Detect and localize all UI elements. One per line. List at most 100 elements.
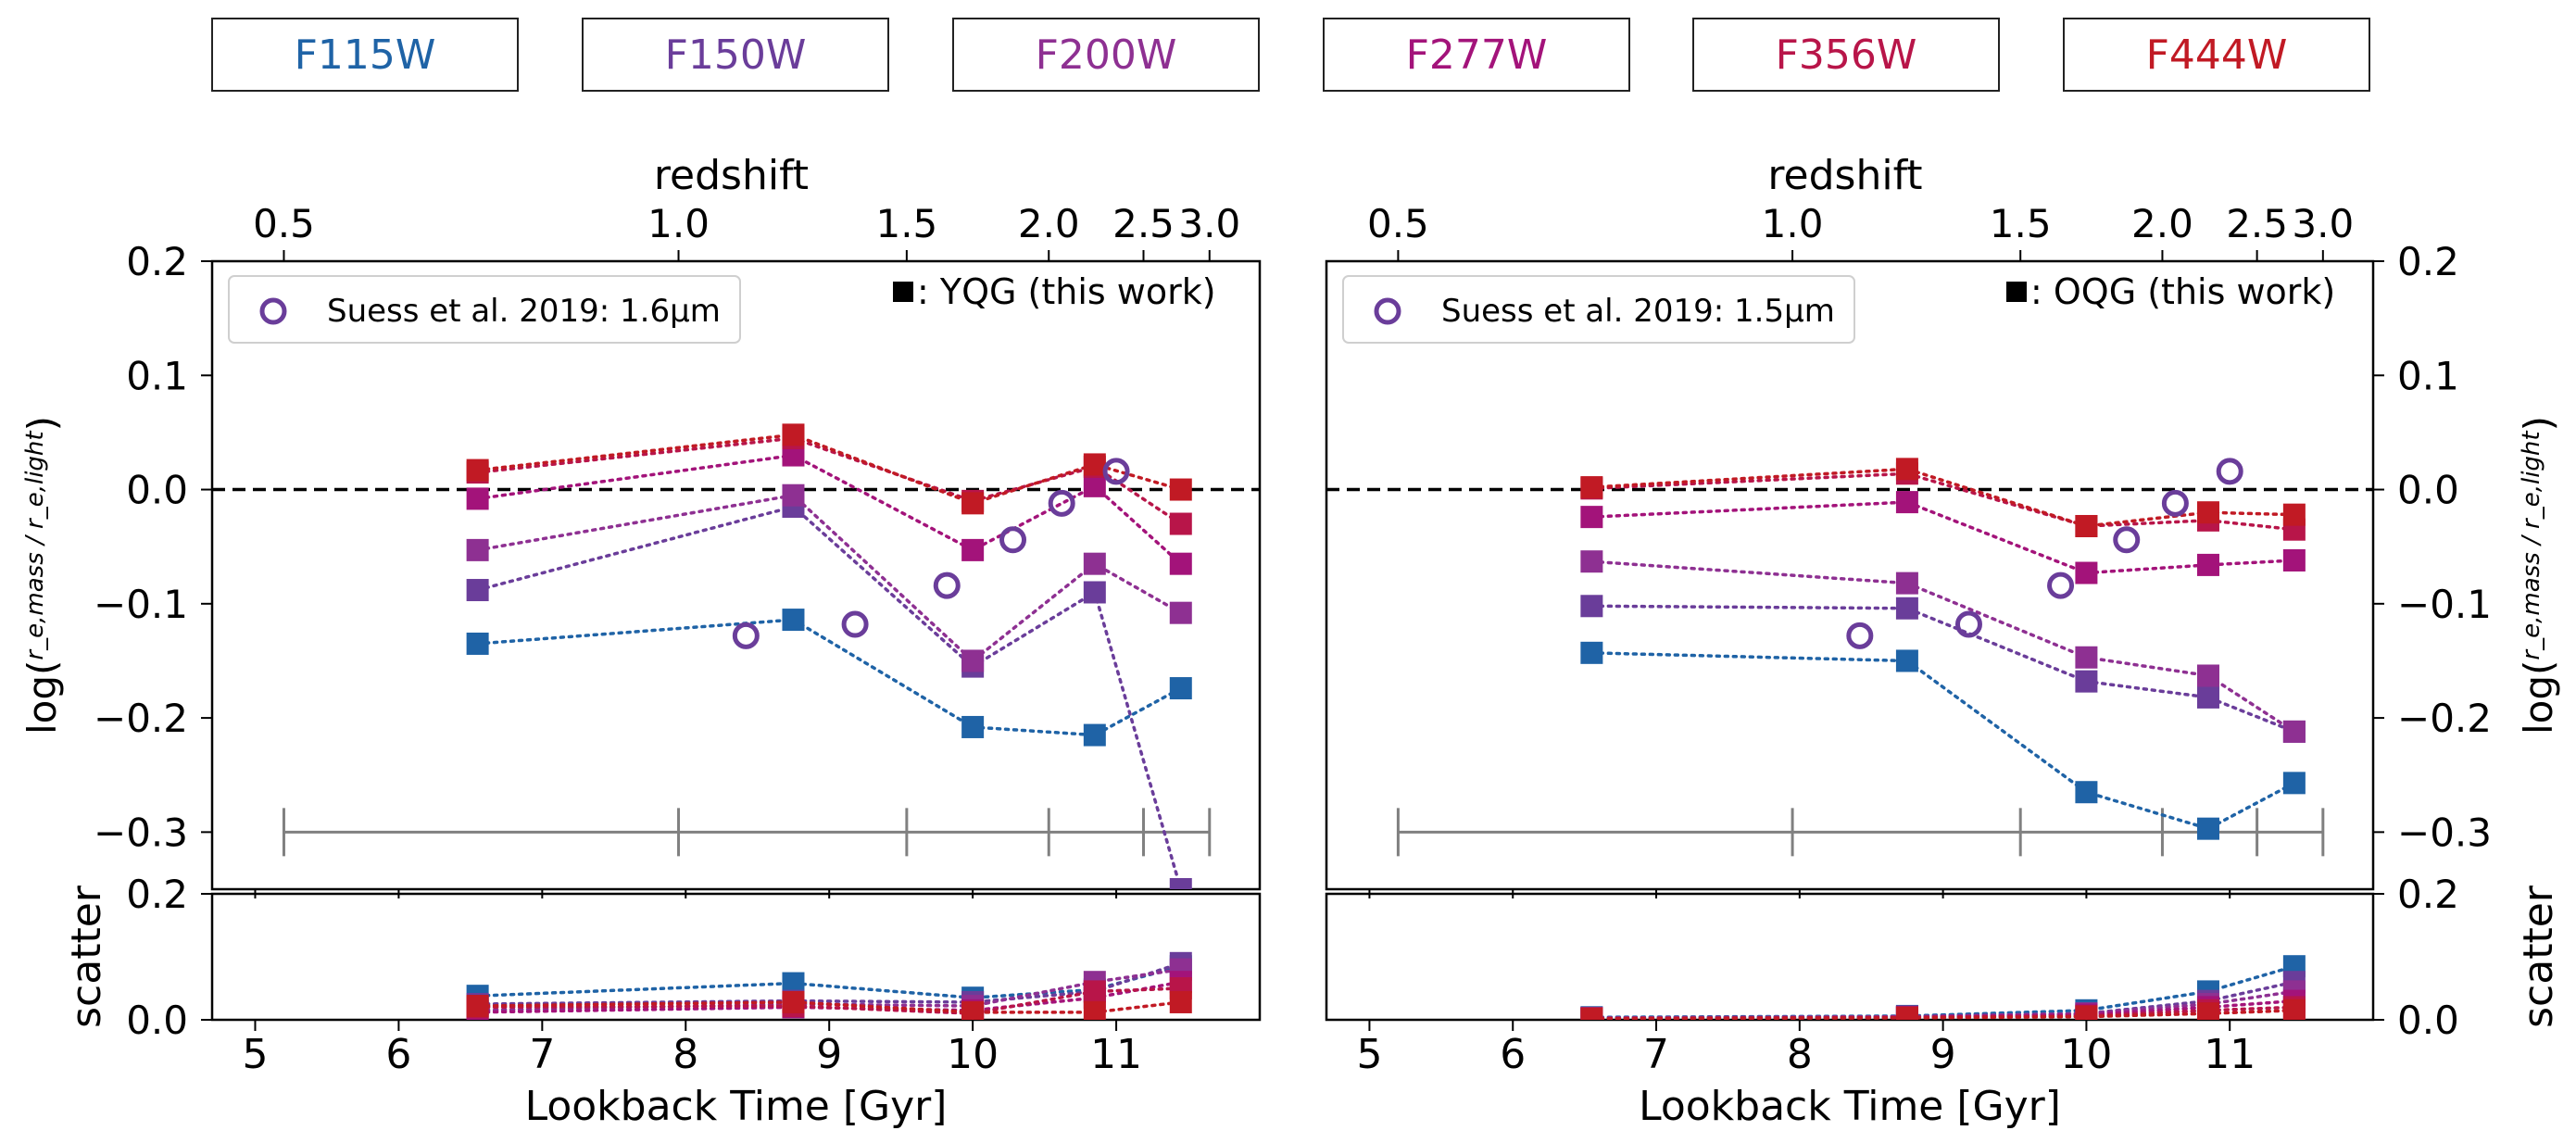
suess-point [933, 572, 961, 599]
x-tick-label: 5 [242, 1031, 268, 1078]
scatter-line-f115w [475, 964, 1183, 999]
y-tick-label: 0.1 [2397, 353, 2459, 398]
redshift-axis-label: redshift [654, 152, 809, 199]
panel-oqg: log(r_e,mass / r_e,light)scatter [1325, 250, 2562, 1031]
redshift-tick-label: 0.5 [1367, 201, 1429, 246]
scatter-line-f150w [475, 961, 1183, 1006]
x-tick-label: 9 [1930, 1031, 1956, 1078]
y-axis-label: log(r_e,mass / r_e,light) [2516, 416, 2561, 735]
redshift-tick-label: 3.0 [1178, 201, 1240, 246]
scatter-point-f356w [1083, 980, 1106, 1003]
scatter-point-f444w [2196, 1002, 2219, 1020]
main-series-group [1580, 458, 2306, 840]
series-line-f356w [475, 436, 1183, 526]
redshift-tick-label: 2.5 [2226, 201, 2288, 246]
data-point-f277w [2282, 548, 2306, 572]
main-series-group [466, 423, 1192, 889]
filter-label-f200w: F200W [952, 18, 1260, 92]
scatter-point-f444w [1083, 1000, 1106, 1020]
y-tick-label: 0.0 [2397, 468, 2459, 513]
data-point-f277w [1580, 506, 1603, 529]
redshift-tick-label: 1.0 [1762, 201, 1824, 246]
suess-point [2216, 458, 2243, 485]
suess-legend-box [228, 275, 741, 344]
suess-legend-marker [1374, 297, 1401, 325]
suess-point [2161, 489, 2189, 517]
redshift-tick-label: 1.0 [647, 201, 710, 246]
data-point-f444w [1169, 478, 1192, 501]
data-point-f150w [2075, 670, 2098, 693]
data-point-f150w [466, 579, 489, 602]
suess-legend-box [1342, 275, 1855, 344]
suess-point [1846, 622, 1874, 649]
data-point-f115w [782, 609, 805, 632]
redshift-axis-label: redshift [1767, 152, 1922, 199]
suess-point [1102, 458, 1130, 485]
y-tick-label: −0.2 [94, 696, 188, 741]
data-point-f444w [1580, 476, 1603, 499]
scatter-point-f444w [1169, 990, 1192, 1013]
annotation-marker [2006, 282, 2027, 302]
data-point-f150w [1083, 581, 1106, 604]
y-axis-label-close: ) [19, 416, 65, 431]
data-point-f200w [1083, 552, 1106, 575]
y-tick-label: −0.3 [94, 810, 188, 855]
annotation-marker [893, 282, 913, 302]
data-point-f150w [1169, 878, 1192, 889]
scatter-point-f444w [466, 995, 489, 1018]
suess-point [841, 610, 869, 638]
data-point-f150w [1580, 595, 1603, 618]
data-point-f444w [2282, 503, 2306, 526]
data-point-f200w [466, 538, 489, 561]
data-point-f277w [466, 487, 489, 510]
x-tick-label: 7 [529, 1031, 555, 1078]
redshift-tick-label: 1.5 [875, 201, 937, 246]
x-tick-label: 6 [1500, 1031, 1526, 1078]
data-point-f200w [782, 484, 805, 507]
scatter-point-f444w [782, 990, 805, 1013]
x-axis-label: Lookback Time [Gyr] [525, 1083, 948, 1130]
data-point-f444w [1083, 453, 1106, 476]
suess-legend-label: Suess et al. 2019: 1.6μm [327, 293, 721, 330]
data-point-f277w [961, 538, 985, 561]
filter-label-f277w: F277W [1323, 18, 1630, 92]
suess-point [2113, 526, 2141, 554]
suess-point [732, 622, 760, 649]
scatter-y-tick-label: 0.2 [126, 872, 188, 917]
x-tick-label: 10 [947, 1031, 999, 1078]
x-tick-label: 8 [1787, 1031, 1813, 1078]
y-tick-label: 0.1 [126, 353, 188, 398]
data-point-f200w [2282, 720, 2306, 743]
redshift-tick-label: 1.5 [1990, 201, 2052, 246]
scatter-line-f150w [1590, 980, 2296, 1020]
data-point-f115w [961, 715, 985, 738]
suess-point [1954, 610, 1982, 638]
scatter-point-f444w [961, 1000, 985, 1020]
data-point-f150w [2196, 685, 2219, 709]
scatter-point-f444w [2075, 1005, 2098, 1020]
y-tick-label: 0.0 [126, 468, 188, 513]
data-point-f277w [1895, 491, 1918, 514]
scatter-axis-label: scatter [2515, 885, 2562, 1028]
data-point-f115w [1083, 723, 1106, 747]
suess-legend-label: Suess et al. 2019: 1.5μm [1441, 293, 1835, 330]
y-tick-label: 0.2 [126, 239, 188, 284]
scatter-y-tick-label: 0.0 [2397, 998, 2459, 1043]
scatter-y-tick-label: 0.0 [126, 998, 188, 1043]
x-tick-label: 8 [672, 1031, 698, 1078]
scatter-point-f444w [1895, 1006, 1918, 1020]
data-point-f115w [1580, 641, 1603, 664]
data-point-f200w [1169, 601, 1192, 624]
filter-label-f356w: F356W [1692, 18, 2000, 92]
x-tick-label: 10 [2060, 1031, 2112, 1078]
x-tick-label: 11 [2204, 1031, 2256, 1078]
suess-point [1048, 489, 1075, 517]
x-axis-label: Lookback Time [Gyr] [1639, 1083, 2061, 1130]
main-plot-frame [210, 259, 1262, 891]
x-tick-label: 7 [1643, 1031, 1669, 1078]
data-point-f356w [1169, 512, 1192, 535]
scatter-plot-frame [210, 892, 1262, 1022]
data-point-f277w [1083, 474, 1106, 497]
scatter-y-tick-label: 0.2 [2397, 872, 2459, 917]
series-line-f200w [475, 493, 1183, 663]
